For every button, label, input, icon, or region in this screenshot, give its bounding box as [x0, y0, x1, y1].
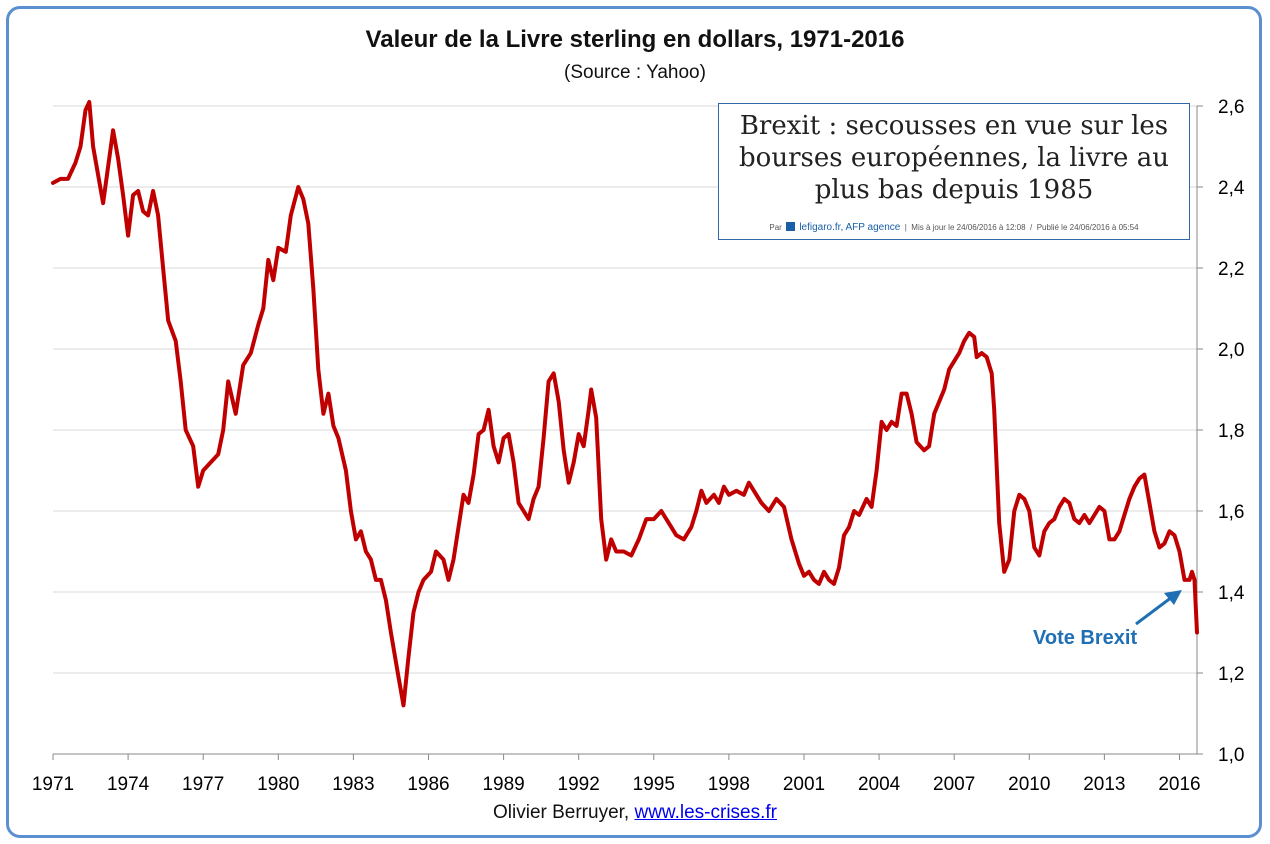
x-tick-label: 1992	[558, 774, 600, 795]
series-layer	[51, 100, 1199, 708]
footer: Olivier Berruyer, www.les-crises.fr	[0, 802, 1270, 824]
x-tick-label: 2007	[933, 774, 975, 795]
x-tick-label: 1977	[182, 774, 224, 795]
annotation-arrow	[1135, 590, 1182, 626]
series-line-gbp-usd	[51, 100, 1199, 708]
x-tick-label: 2004	[858, 774, 901, 795]
y-tick-label: 2,0	[1218, 340, 1244, 361]
y-tick-label: 1,0	[1218, 745, 1244, 766]
news-agency: , AFP agence	[840, 222, 901, 233]
x-tick-label: 1974	[107, 774, 150, 795]
footer-link[interactable]: www.les-crises.fr	[634, 802, 777, 823]
news-by: Par	[769, 223, 782, 232]
arrow-shaft	[1135, 595, 1173, 626]
news-source: lefigaro.fr	[799, 222, 841, 233]
x-axis-ticks: 1971 1974 1977 1980 1983 1986 1989 1992 1995 1998…	[32, 754, 1201, 795]
chart-title: Valeur de la Livre sterling en dollars, …	[365, 26, 905, 53]
x-tick-label: 1980	[257, 774, 299, 795]
x-tick-label: 2001	[783, 774, 825, 795]
x-tick-label: 1983	[332, 774, 374, 795]
arrow-head	[1164, 590, 1182, 605]
footer-author: Olivier Berruyer,	[493, 802, 630, 823]
grid-lines	[53, 105, 1197, 674]
news-updated: Mis à jour le 24/06/2016 à 12:08	[911, 223, 1026, 232]
news-headline: Brexit : secousses en vue sur les bourse…	[739, 111, 1169, 205]
y-tick-label: 2,2	[1218, 259, 1244, 280]
y-tick-label: 2,4	[1218, 178, 1245, 199]
lefigaro-logo-icon	[786, 222, 796, 231]
news-published: Publié le 24/06/2016 à 05:54	[1036, 223, 1139, 232]
news-clipping: Brexit : secousses en vue sur les bourse…	[718, 103, 1190, 240]
x-tick-label: 1989	[482, 774, 524, 795]
y-tick-label: 2,6	[1218, 97, 1244, 118]
brexit-annotation: Vote Brexit	[1033, 627, 1138, 649]
y-tick-label: 1,8	[1218, 421, 1244, 442]
x-tick-label: 2010	[1008, 774, 1050, 795]
y-tick-label: 1,2	[1218, 664, 1244, 685]
y-axis-ticks: 1,0 1,2 1,4 1,6 1,8 2,0 2,2 2,4 2,6	[1197, 97, 1245, 766]
y-tick-label: 1,4	[1218, 583, 1245, 604]
y-tick-label: 1,6	[1218, 502, 1244, 523]
x-tick-label: 1971	[32, 774, 74, 795]
x-tick-label: 1998	[708, 774, 750, 795]
chart-subtitle: (Source : Yahoo)	[564, 62, 706, 83]
news-meta: Par lefigaro.fr, AFP agence | Mis à jour…	[769, 222, 1139, 233]
x-tick-label: 2013	[1083, 774, 1125, 795]
x-tick-label: 2016	[1158, 774, 1200, 795]
x-tick-label: 1995	[633, 774, 675, 795]
x-tick-label: 1986	[407, 774, 449, 795]
